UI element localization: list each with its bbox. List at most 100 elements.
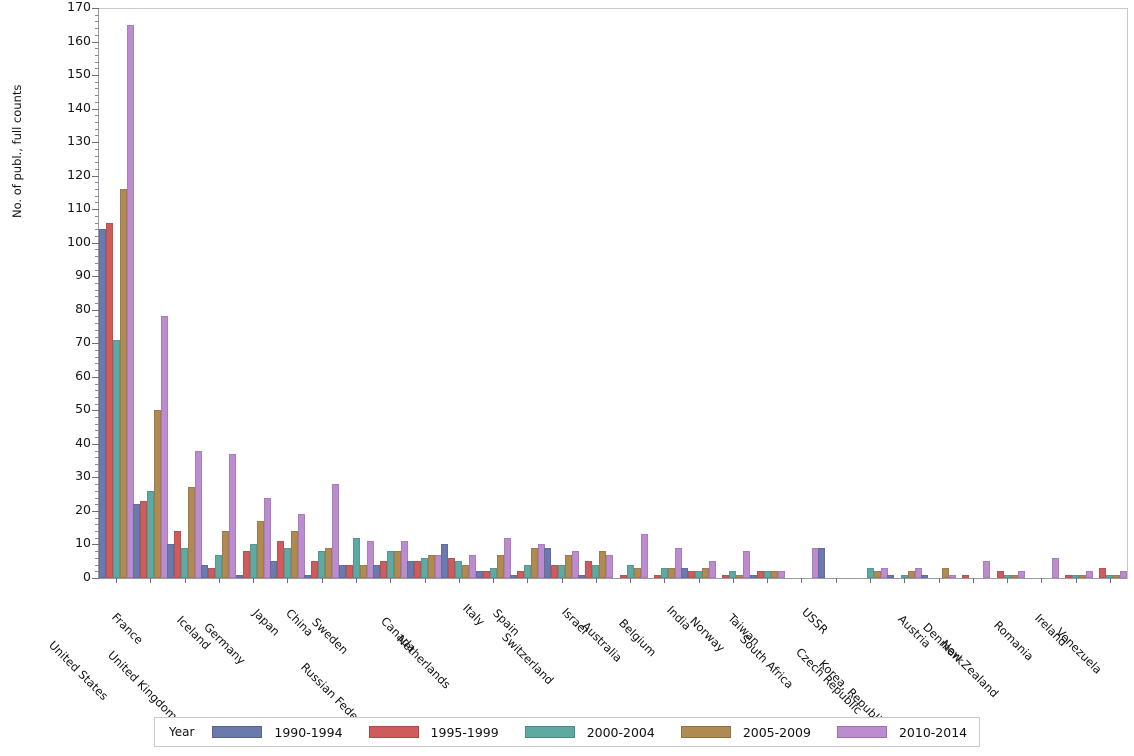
x-axis-tick <box>801 578 803 583</box>
bar <box>332 484 340 578</box>
bar <box>503 537 511 578</box>
bar <box>496 554 504 578</box>
bar <box>886 574 894 578</box>
y-axis-minor-tick <box>95 48 99 50</box>
legend-item[interactable]: 2000-2004 <box>524 725 655 740</box>
bar <box>174 531 182 578</box>
bar <box>702 567 710 578</box>
y-axis-minor-tick <box>95 28 99 30</box>
x-axis-tick-label: USSR <box>798 604 831 637</box>
x-axis-tick <box>1007 578 1009 583</box>
x-axis-tick-label: Italy <box>460 600 489 629</box>
y-axis-minor-tick <box>95 95 99 97</box>
x-axis-tick <box>321 578 323 583</box>
bar <box>633 567 641 578</box>
bar <box>509 574 517 578</box>
y-axis-minor-tick <box>95 490 99 492</box>
y-axis-minor-tick <box>95 195 99 197</box>
x-axis-tick <box>561 578 563 583</box>
y-axis-tick <box>92 276 99 278</box>
x-axis-tick <box>904 578 906 583</box>
bar <box>421 557 429 578</box>
legend-title: Year <box>169 725 195 739</box>
legend-item[interactable]: 1990-1994 <box>212 725 343 740</box>
y-axis-minor-tick <box>95 282 99 284</box>
x-axis-tick <box>870 578 871 583</box>
y-axis-minor-tick <box>95 484 99 486</box>
y-axis-tick <box>92 578 99 579</box>
bar <box>119 189 127 578</box>
bar <box>606 554 614 578</box>
y-axis-minor-tick <box>95 61 99 63</box>
bar <box>1017 571 1025 578</box>
bar <box>229 453 237 578</box>
y-axis-minor-tick <box>95 571 99 573</box>
legend-item-label: 1995-1999 <box>430 724 499 740</box>
bar <box>242 551 250 578</box>
y-axis-minor-tick <box>95 122 99 123</box>
bar <box>469 554 477 578</box>
x-axis-tick <box>184 578 186 583</box>
y-axis-minor-tick <box>95 229 99 231</box>
bar <box>98 229 106 578</box>
bar <box>983 561 991 578</box>
y-axis-minor-tick <box>95 356 99 358</box>
bar <box>448 557 456 578</box>
bar <box>290 531 298 578</box>
bar <box>475 571 483 578</box>
bar <box>372 564 380 578</box>
y-axis-minor-tick <box>95 189 99 191</box>
x-axis-tick <box>527 578 529 583</box>
bar <box>660 567 668 578</box>
bar <box>866 567 874 578</box>
bar <box>256 521 264 578</box>
y-axis-tick <box>92 343 99 345</box>
y-axis-tick <box>92 242 99 244</box>
legend-item[interactable]: 2005-2009 <box>680 725 811 740</box>
x-axis-tick <box>218 578 220 583</box>
y-axis-tick <box>92 142 99 144</box>
bar <box>269 561 277 578</box>
y-axis-tick-label: 60 <box>75 367 91 383</box>
bar <box>489 567 497 578</box>
x-axis-tick <box>698 578 700 583</box>
y-axis-minor-tick <box>95 531 99 533</box>
y-axis-tick-label: 140 <box>67 99 91 115</box>
bar <box>188 487 196 578</box>
y-axis-tick-label: 130 <box>67 133 91 149</box>
bar <box>544 547 552 578</box>
legend-item[interactable]: 2010-2014 <box>836 725 967 740</box>
y-axis-minor-tick <box>95 202 99 204</box>
y-axis-minor-tick <box>95 269 99 271</box>
legend-items: 1990-1994 1995-1999 2000-2004 2005-2009 2010… <box>212 725 993 740</box>
bar <box>263 497 271 578</box>
y-axis-minor-tick <box>95 135 99 137</box>
y-axis-minor-tick <box>95 450 99 452</box>
y-axis-tick-label: 50 <box>75 401 91 417</box>
bar <box>653 574 661 578</box>
plot-frame-right <box>1127 8 1128 579</box>
y-axis-minor-tick <box>95 222 99 224</box>
x-axis-tick-label: United Kingdom <box>104 648 180 724</box>
bar <box>523 564 531 578</box>
bar <box>208 567 216 578</box>
bar <box>1099 567 1107 578</box>
bar <box>688 571 696 578</box>
y-axis-minor-tick <box>95 148 99 150</box>
bar <box>592 564 600 578</box>
bar <box>222 531 230 578</box>
y-axis-tick <box>92 8 99 9</box>
bar <box>942 567 950 578</box>
legend-color-swatch <box>368 726 419 738</box>
bar <box>304 574 312 578</box>
bar <box>777 571 785 578</box>
bar <box>1072 574 1080 578</box>
bar <box>749 574 757 578</box>
x-axis-tick <box>287 578 289 583</box>
bar <box>578 574 586 578</box>
bar <box>900 574 908 578</box>
bar <box>674 547 682 578</box>
legend-item[interactable]: 1995-1999 <box>368 724 499 740</box>
bar <box>619 574 627 578</box>
